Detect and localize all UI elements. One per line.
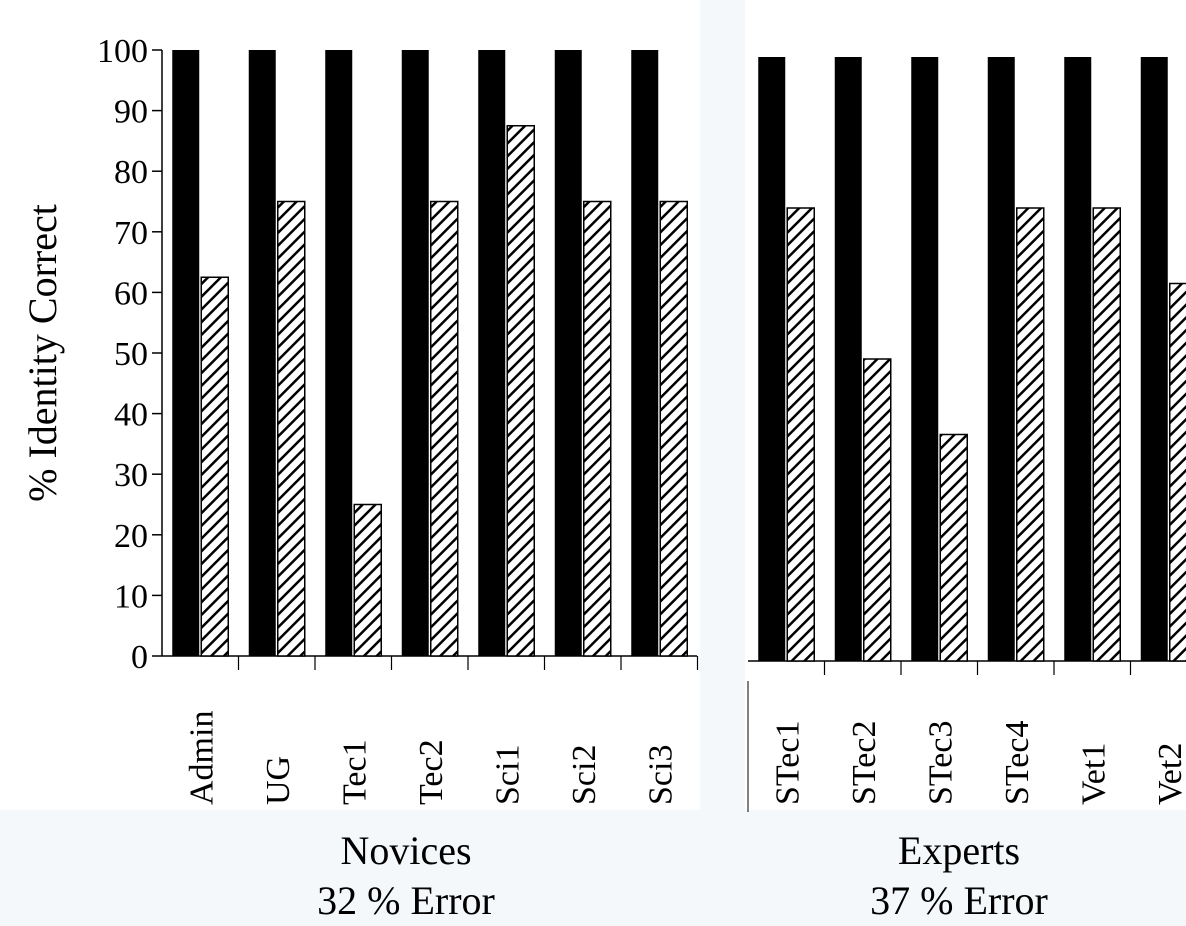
experts-solid-bar-stec4 [987, 57, 1015, 661]
novices-hatched-bar-tec2 [430, 200, 459, 657]
y-tick-label: 40 [114, 397, 148, 434]
novices-solid-bar-sci3 [631, 50, 659, 656]
novices-hatched-bar-ug [277, 200, 306, 657]
novices-hatched-bar-tec1 [353, 503, 382, 657]
experts-category-label: STec4 [999, 721, 1036, 806]
experts-category-label: Vet2 [1152, 743, 1186, 805]
novices-hatched-bar-sci3 [659, 200, 688, 657]
novices-chart: 0 10 20 30 40 50 60 70 80 90 100 Admin UG Tec1 Tec2 Sci… [97, 33, 699, 805]
experts-solid-bar-stec3 [911, 57, 939, 661]
novices-category-label: Sci1 [489, 745, 526, 805]
novices-solid-bar-admin [172, 50, 200, 656]
experts-hatched-bar-stec2 [863, 358, 892, 662]
novices-solid-bar-sci1 [478, 50, 506, 656]
experts-category-label: STec3 [922, 721, 959, 806]
novices-hatched-bar-sci2 [583, 200, 612, 657]
novices-category-label: Tec1 [336, 739, 373, 805]
experts-chart: STec1 STec2 STec3 STec4 Vet1 Vet2 [747, 57, 1186, 812]
novices-error-text: 32 % Error [317, 878, 495, 923]
experts-group-label: Experts [897, 828, 1021, 873]
experts-error-text: 37 % Error [870, 878, 1048, 923]
experts-solid-bar-vet2 [1140, 57, 1168, 661]
experts-category-label: Vet1 [1075, 743, 1112, 805]
y-tick-label: 90 [114, 94, 148, 131]
y-tick-label: 70 [114, 215, 148, 252]
experts-solid-bar-vet1 [1064, 57, 1092, 661]
novices-category-label: Admin [183, 711, 220, 805]
y-tick-label: 80 [114, 154, 148, 191]
y-tick-label: 100 [97, 33, 148, 70]
experts-hatched-bar-stec3 [939, 433, 968, 662]
y-tick-label: 10 [114, 578, 148, 615]
novices-hatched-bar-sci1 [506, 125, 535, 657]
y-tick-label: 30 [114, 457, 148, 494]
novices-category-label: Sci2 [566, 745, 603, 805]
experts-hatched-bar-vet2 [1169, 282, 1186, 662]
y-tick-label: 50 [114, 336, 148, 373]
experts-solid-bar-stec2 [834, 57, 862, 661]
experts-category-label: STec2 [846, 721, 883, 806]
novices-category-label: Tec2 [413, 739, 450, 805]
novices-solid-bar-tec1 [325, 50, 353, 656]
experts-caption: Experts 37 % Error [779, 826, 1139, 926]
experts-solid-bar-stec1 [758, 57, 786, 661]
novices-group-label: Novices [340, 828, 472, 873]
novices-solid-bar-ug [248, 50, 276, 656]
novices-solid-bar-sci2 [554, 50, 582, 656]
y-tick-label: 20 [114, 518, 148, 555]
experts-hatched-bar-stec1 [786, 207, 815, 662]
y-tick-label: 60 [114, 275, 148, 312]
y-tick-label: 0 [131, 639, 148, 676]
novices-solid-bar-tec2 [401, 50, 429, 656]
experts-category-label: STec1 [769, 721, 806, 806]
novices-category-label: Sci3 [642, 745, 679, 805]
novices-category-label: UG [260, 756, 297, 805]
experts-hatched-bar-stec4 [1016, 207, 1045, 662]
experts-hatched-bar-vet1 [1092, 207, 1121, 662]
novices-caption: Novices 32 % Error [226, 826, 586, 926]
novices-hatched-bar-admin [200, 276, 229, 657]
y-axis-title: % Identity Correct [20, 204, 65, 502]
